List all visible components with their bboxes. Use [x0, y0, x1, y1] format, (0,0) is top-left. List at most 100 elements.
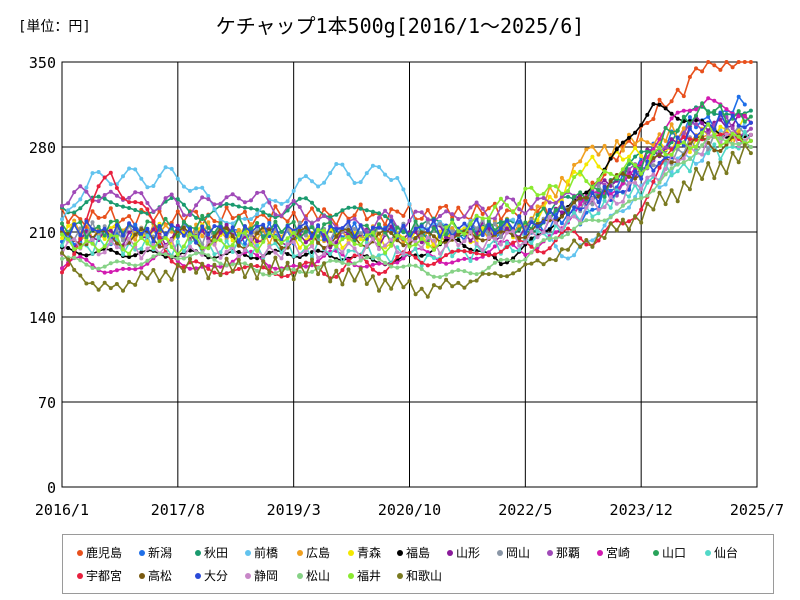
data-point [236, 239, 241, 244]
data-point [206, 232, 211, 237]
data-point [480, 206, 485, 211]
data-point [505, 203, 509, 208]
data-point [596, 188, 601, 192]
data-point [139, 227, 144, 231]
data-point [157, 279, 162, 283]
data-point [620, 199, 625, 204]
data-point [431, 274, 436, 279]
data-point [651, 207, 656, 212]
data-point [267, 264, 272, 269]
data-point [139, 262, 144, 267]
data-point [553, 258, 558, 263]
data-point [175, 262, 180, 267]
data-point [383, 269, 388, 274]
data-point [553, 194, 558, 199]
data-point [675, 135, 680, 140]
data-point [511, 249, 516, 254]
data-point [700, 69, 705, 74]
data-point [431, 218, 436, 223]
data-point [285, 260, 290, 265]
data-point [498, 242, 503, 247]
data-point [474, 226, 479, 231]
data-point [157, 224, 162, 228]
data-point [114, 186, 119, 190]
data-point [553, 215, 558, 220]
data-point [72, 237, 77, 242]
data-point [687, 126, 692, 131]
data-point [474, 241, 479, 246]
data-point [645, 165, 650, 170]
data-point [175, 239, 180, 244]
data-point [200, 250, 205, 255]
data-point [602, 223, 607, 228]
data-point [431, 261, 436, 266]
legend-marker [139, 572, 145, 579]
data-point [687, 169, 692, 174]
data-point [218, 261, 223, 266]
data-point [559, 214, 564, 219]
data-point [206, 276, 211, 281]
data-point [742, 102, 747, 107]
data-point [224, 202, 229, 206]
x-tick-label: 2022/5 [498, 501, 552, 519]
legend-item: 静岡 [245, 567, 278, 584]
data-point [657, 137, 662, 142]
data-point [157, 235, 162, 240]
data-point [620, 140, 625, 145]
data-point [249, 230, 253, 235]
data-point [438, 214, 442, 218]
data-point [60, 270, 64, 275]
data-point [419, 267, 424, 272]
data-point [517, 248, 522, 253]
data-point [590, 191, 595, 195]
data-point [669, 152, 674, 157]
data-point [480, 252, 485, 257]
data-point [188, 266, 192, 271]
data-point [456, 280, 461, 285]
data-point [224, 222, 229, 227]
data-point [700, 177, 705, 181]
data-point [364, 230, 369, 235]
data-point [389, 214, 394, 219]
data-point [121, 288, 125, 293]
data-point [151, 245, 156, 250]
data-point [352, 234, 357, 239]
data-point [718, 103, 723, 108]
data-point [529, 236, 534, 241]
data-point [84, 200, 89, 205]
data-point [694, 107, 698, 112]
data-point [517, 243, 522, 248]
data-point [230, 262, 235, 267]
data-point [712, 148, 717, 153]
data-point [712, 63, 717, 68]
data-point [486, 253, 491, 258]
legend-marker [597, 549, 603, 556]
legend-label: 広島 [306, 546, 331, 560]
data-point [157, 239, 162, 244]
data-point [121, 233, 125, 238]
data-point [90, 171, 95, 176]
data-point [352, 242, 357, 246]
data-point [352, 205, 357, 210]
data-point [249, 253, 253, 258]
data-point [114, 203, 119, 207]
data-point [486, 265, 491, 270]
data-point [78, 220, 83, 225]
data-point [261, 235, 266, 240]
data-point [66, 246, 71, 250]
data-point [291, 267, 296, 272]
data-point [151, 184, 156, 188]
data-point [663, 152, 668, 157]
data-point [578, 207, 583, 212]
data-point [370, 225, 375, 230]
data-point [316, 234, 321, 239]
data-point [547, 227, 552, 232]
data-point [297, 252, 302, 257]
data-point [133, 237, 138, 242]
data-point [639, 166, 644, 171]
data-point [559, 221, 564, 226]
legend-item: 大分 [195, 567, 228, 584]
data-point [724, 139, 729, 144]
x-tick-label: 2023/12 [610, 501, 673, 519]
